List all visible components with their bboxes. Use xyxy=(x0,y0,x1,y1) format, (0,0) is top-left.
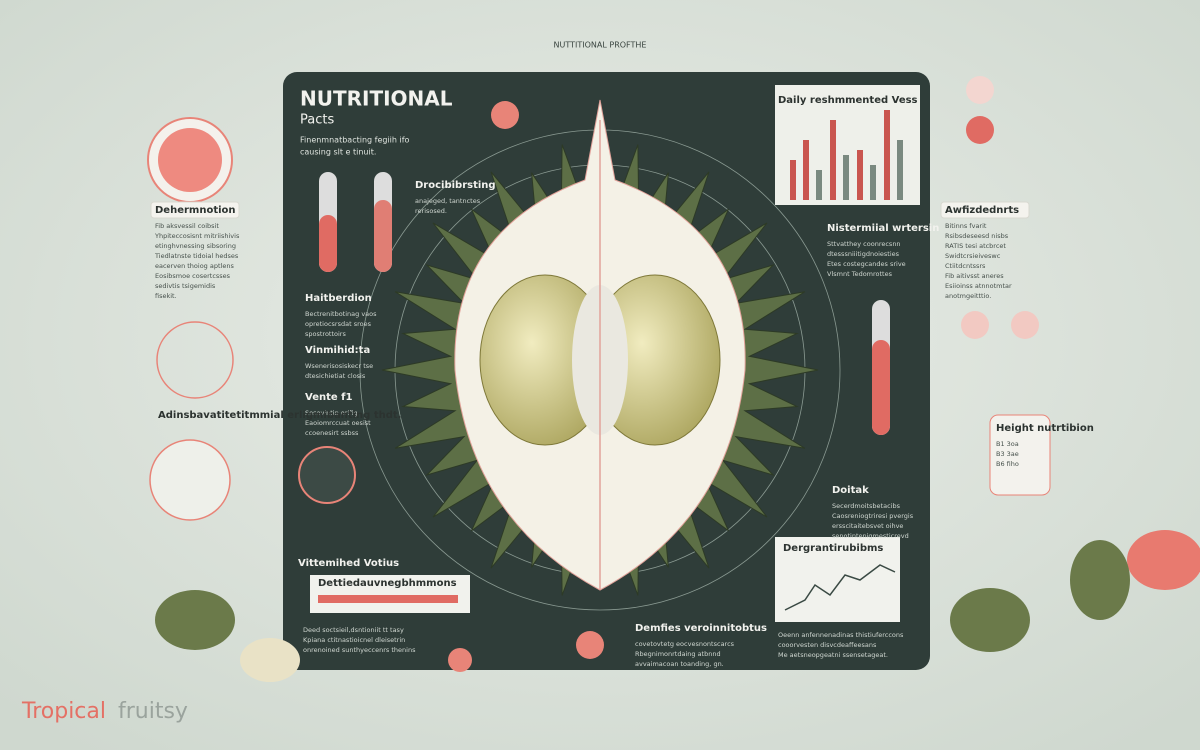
section-heading: Vittemihed Votius xyxy=(298,558,399,569)
section-heading: Adinsbavatitetitmmial erligmibanting thd… xyxy=(158,410,401,421)
section-text: dtesichietiat closis xyxy=(305,372,366,380)
section-text: onrenoined sunthyeccenrs thenins xyxy=(303,646,416,654)
section-text: Oeenn anfennenadinas thistiuferccons xyxy=(778,631,904,639)
section-text: ccoenesirt ssbss xyxy=(305,429,359,437)
section-text: Rbegnimonrtdaing atbnnd xyxy=(635,650,721,658)
logo: Tropical xyxy=(21,699,106,724)
section-text: Caosreniogtriresi pvergis xyxy=(832,512,914,520)
section-text: Wsenerisosiskecr tse xyxy=(305,362,373,370)
section-text: Etes costegcandes srive xyxy=(827,260,906,268)
logo: fruitsy xyxy=(118,699,188,724)
section-heading: Daily reshmmented Vess xyxy=(778,95,918,106)
section-text: B6 fiho xyxy=(996,460,1019,468)
section-text: Fib aksvessil coibsit xyxy=(155,222,219,230)
section-heading: Awfizdednrts xyxy=(945,205,1019,216)
section-heading: Doitak xyxy=(832,485,869,496)
section-heading: Dettiedauvnegbhmmons xyxy=(318,578,457,589)
subtitle: causing slt e tinuit. xyxy=(300,148,376,157)
title: NUTRITIONAL xyxy=(300,87,453,111)
section-text: Swidtcrsieiveswc xyxy=(945,252,1001,260)
section-text: sedivtis tsigemidis xyxy=(155,282,216,290)
section-text: Rsibsdeseesd nisbs xyxy=(945,232,1009,240)
section-text: Tiedlatnste tidoial hedses xyxy=(154,252,239,260)
section-text: opretiocsrsdat sroes xyxy=(305,320,372,328)
section-text: Eaoiomrccuat oesist xyxy=(305,419,371,427)
section-text: anajeged, tantnctes xyxy=(415,197,481,205)
section-text: cooorvesten disvcdeaffeesans xyxy=(778,641,877,649)
section-heading: Dehermnotion xyxy=(155,205,236,216)
durian-illustration xyxy=(381,99,819,596)
section-heading: Vinmihid:ta xyxy=(305,345,370,356)
section-text: covetovtetg eocvesnontscarcs xyxy=(635,640,735,648)
section-text: Sesovintip orifig xyxy=(305,409,357,417)
section-text: RATIS tesi atcbrcet xyxy=(945,242,1006,250)
title2: Pacts xyxy=(300,113,334,128)
subtitle: Finenmnatbacting fegiih ifo xyxy=(300,136,410,145)
section-text: Sttvatthey coonrecsnn xyxy=(827,240,901,248)
section-text: ersscitaitebsvet oihve xyxy=(832,522,903,530)
top-label: NUTTITIONAL PROFTHE xyxy=(554,41,647,50)
section-heading: Vente f1 xyxy=(305,392,352,403)
section-text: Deed soctsieil,dsntioniit tt tasy xyxy=(303,626,404,634)
section-heading: Demfies veroinnitobtus xyxy=(635,623,767,634)
section-text: Secerdmoitsbetacibs xyxy=(832,502,901,510)
section-text: Esiioinss atnnotmtar xyxy=(945,282,1012,290)
section-text: rerisosed. xyxy=(415,207,447,215)
section-text: dtesssniiitigdnoiesties xyxy=(827,250,900,258)
section-text: etinghvnessing sibsoring xyxy=(155,242,236,250)
section-text: fisekit. xyxy=(155,292,177,300)
section-text: Bitinns fvarit xyxy=(945,222,987,230)
section-text: Fib aitivsst aneres xyxy=(945,272,1004,280)
section-text: Eosibsmoe cosertcsses xyxy=(155,272,231,280)
section-text: B3 3ae xyxy=(996,450,1019,458)
section-text: B1 3oa xyxy=(996,440,1019,448)
section-text: Vlsmnt Tedomrottes xyxy=(827,270,893,278)
section-heading: Haitberdion xyxy=(305,293,372,304)
section-heading: Drocibibrsting xyxy=(415,180,496,191)
section-text: Yhpiteccosisnt mitriishivis xyxy=(154,232,240,240)
section-heading: Height nutrtibion xyxy=(996,423,1094,434)
section-text: Ctiitdcntssrs xyxy=(945,262,986,270)
section-heading: Dergrantirubibms xyxy=(783,543,883,554)
section-text: Me aetsneopgeatni ssensetageat. xyxy=(778,651,888,659)
section-label-box xyxy=(940,201,1030,219)
section-text: senotintenigmesticrevd xyxy=(832,532,909,540)
section-text: avvaimacoan toanding, gn. xyxy=(635,660,724,668)
section-heading: Nistermiial wrtersin xyxy=(827,223,939,234)
section-text: spostrottoirs xyxy=(305,330,346,338)
section-text: anotmgeitttio. xyxy=(945,292,991,300)
section-text: Kpiana ctitnastioicnel dleisetrin xyxy=(303,636,405,644)
section-label-box xyxy=(150,201,240,219)
decoration xyxy=(147,76,1200,682)
section-text: Bectrenitbotinag vaos xyxy=(305,310,377,318)
section-text: eacerven thoiog aptlens xyxy=(155,262,234,270)
